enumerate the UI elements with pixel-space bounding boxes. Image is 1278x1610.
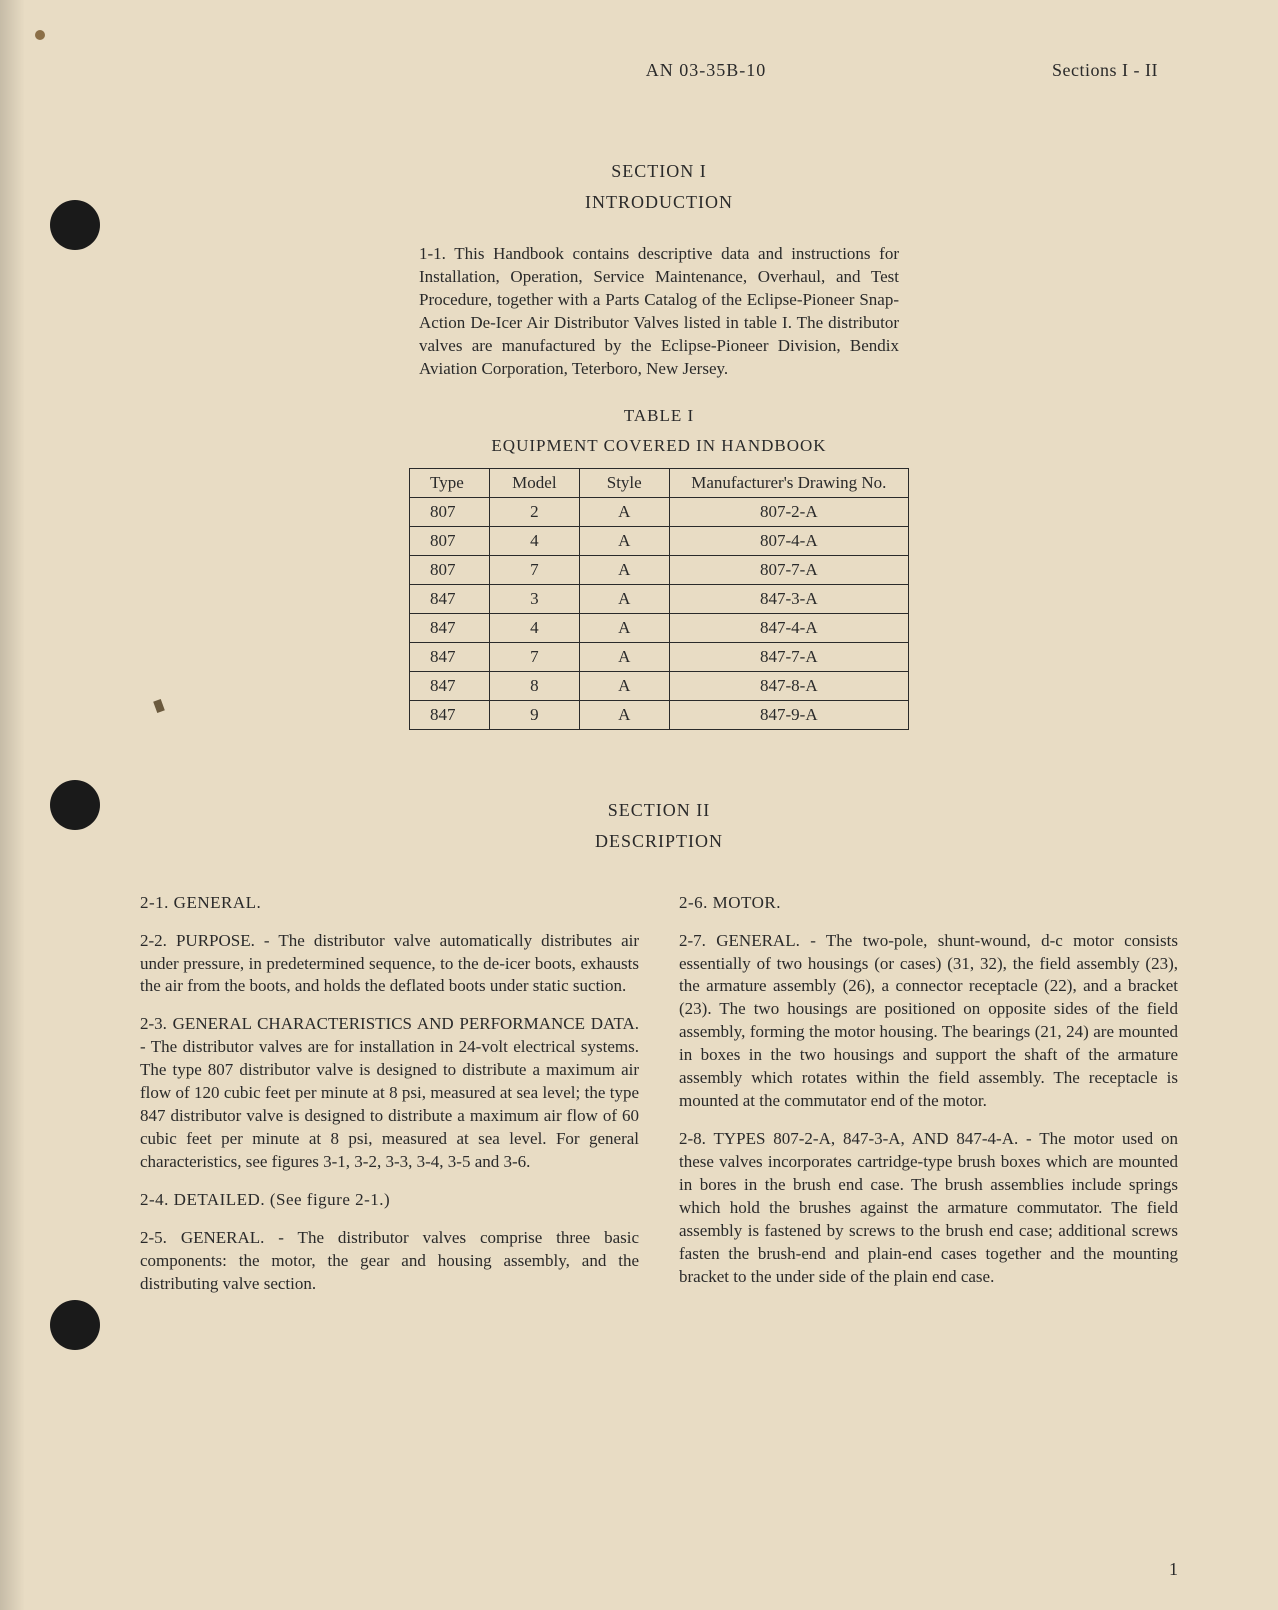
page-header: AN 03-35B-10 Sections I - II [140, 60, 1178, 81]
table-cell: 847 [410, 642, 490, 671]
table-cell: 807 [410, 497, 490, 526]
table-cell: 4 [489, 526, 579, 555]
corner-mark [35, 30, 45, 40]
two-column-layout: 2-1. GENERAL. 2-2. PURPOSE. - The distri… [140, 892, 1178, 1311]
table-cell: 807-2-A [669, 497, 908, 526]
section2-subheading: DESCRIPTION [140, 831, 1178, 852]
table-cell: A [579, 613, 669, 642]
table-cell: 807 [410, 555, 490, 584]
table-cell: A [579, 555, 669, 584]
table-title: EQUIPMENT COVERED IN HANDBOOK [140, 436, 1178, 456]
table-row: 8474A847-4-A [410, 613, 909, 642]
right-column: 2-6. MOTOR. 2-7. GENERAL. - The two-pole… [679, 892, 1178, 1311]
section-reference: Sections I - II [1052, 60, 1158, 81]
th-model: Model [489, 468, 579, 497]
table-cell: A [579, 584, 669, 613]
intro-paragraph: 1-1. This Handbook contains descriptive … [419, 243, 899, 381]
section1-heading: SECTION I [140, 161, 1178, 182]
table-cell: 847-9-A [669, 700, 908, 729]
table-cell: 847 [410, 671, 490, 700]
page-number: 1 [1169, 1559, 1178, 1580]
table-cell: 9 [489, 700, 579, 729]
table-cell: A [579, 497, 669, 526]
th-type: Type [410, 468, 490, 497]
punch-hole-top [50, 200, 100, 250]
table-header-row: Type Model Style Manufacturer's Drawing … [410, 468, 909, 497]
para-2-7: 2-7. GENERAL. - The two-pole, shunt-woun… [679, 930, 1178, 1114]
table-cell: 847-3-A [669, 584, 908, 613]
para-2-4-heading: 2-4. DETAILED. (See figure 2-1.) [140, 1189, 639, 1212]
table-row: 8074A807-4-A [410, 526, 909, 555]
table-row: 8072A807-2-A [410, 497, 909, 526]
section2-heading: SECTION II [140, 800, 1178, 821]
table-cell: A [579, 526, 669, 555]
page-edge-shadow [0, 0, 25, 1610]
table-cell: 2 [489, 497, 579, 526]
punch-hole-bottom [50, 1300, 100, 1350]
table-cell: 847 [410, 700, 490, 729]
table-row: 8077A807-7-A [410, 555, 909, 584]
table-row: 8473A847-3-A [410, 584, 909, 613]
table-cell: 807-7-A [669, 555, 908, 584]
table-row: 8477A847-7-A [410, 642, 909, 671]
para-2-3: 2-3. GENERAL CHARACTERISTICS AND PERFORM… [140, 1013, 639, 1174]
para-2-8: 2-8. TYPES 807-2-A, 847-3-A, AND 847-4-A… [679, 1128, 1178, 1289]
table-cell: 3 [489, 584, 579, 613]
table-cell: 847-7-A [669, 642, 908, 671]
table-cell: 807 [410, 526, 490, 555]
table-row: 8479A847-9-A [410, 700, 909, 729]
para-2-1-heading: 2-1. GENERAL. [140, 892, 639, 915]
document-id: AN 03-35B-10 [160, 60, 1052, 81]
table-cell: 807-4-A [669, 526, 908, 555]
punch-hole-middle [50, 780, 100, 830]
th-drawing: Manufacturer's Drawing No. [669, 468, 908, 497]
table-cell: 7 [489, 642, 579, 671]
table-cell: A [579, 642, 669, 671]
para-2-5: 2-5. GENERAL. - The distributor valves c… [140, 1227, 639, 1296]
table-cell: 847-4-A [669, 613, 908, 642]
table-cell: 8 [489, 671, 579, 700]
table-cell: 847 [410, 584, 490, 613]
table-cell: 7 [489, 555, 579, 584]
section1-subheading: INTRODUCTION [140, 192, 1178, 213]
th-style: Style [579, 468, 669, 497]
para-2-6-heading: 2-6. MOTOR. [679, 892, 1178, 915]
stray-mark [153, 699, 165, 713]
table-cell: A [579, 671, 669, 700]
table-label: TABLE I [140, 406, 1178, 426]
left-column: 2-1. GENERAL. 2-2. PURPOSE. - The distri… [140, 892, 639, 1311]
table-row: 8478A847-8-A [410, 671, 909, 700]
table-cell: 847-8-A [669, 671, 908, 700]
table-cell: A [579, 700, 669, 729]
table-cell: 847 [410, 613, 490, 642]
table-cell: 4 [489, 613, 579, 642]
para-2-2: 2-2. PURPOSE. - The distributor valve au… [140, 930, 639, 999]
equipment-table: Type Model Style Manufacturer's Drawing … [409, 468, 909, 730]
